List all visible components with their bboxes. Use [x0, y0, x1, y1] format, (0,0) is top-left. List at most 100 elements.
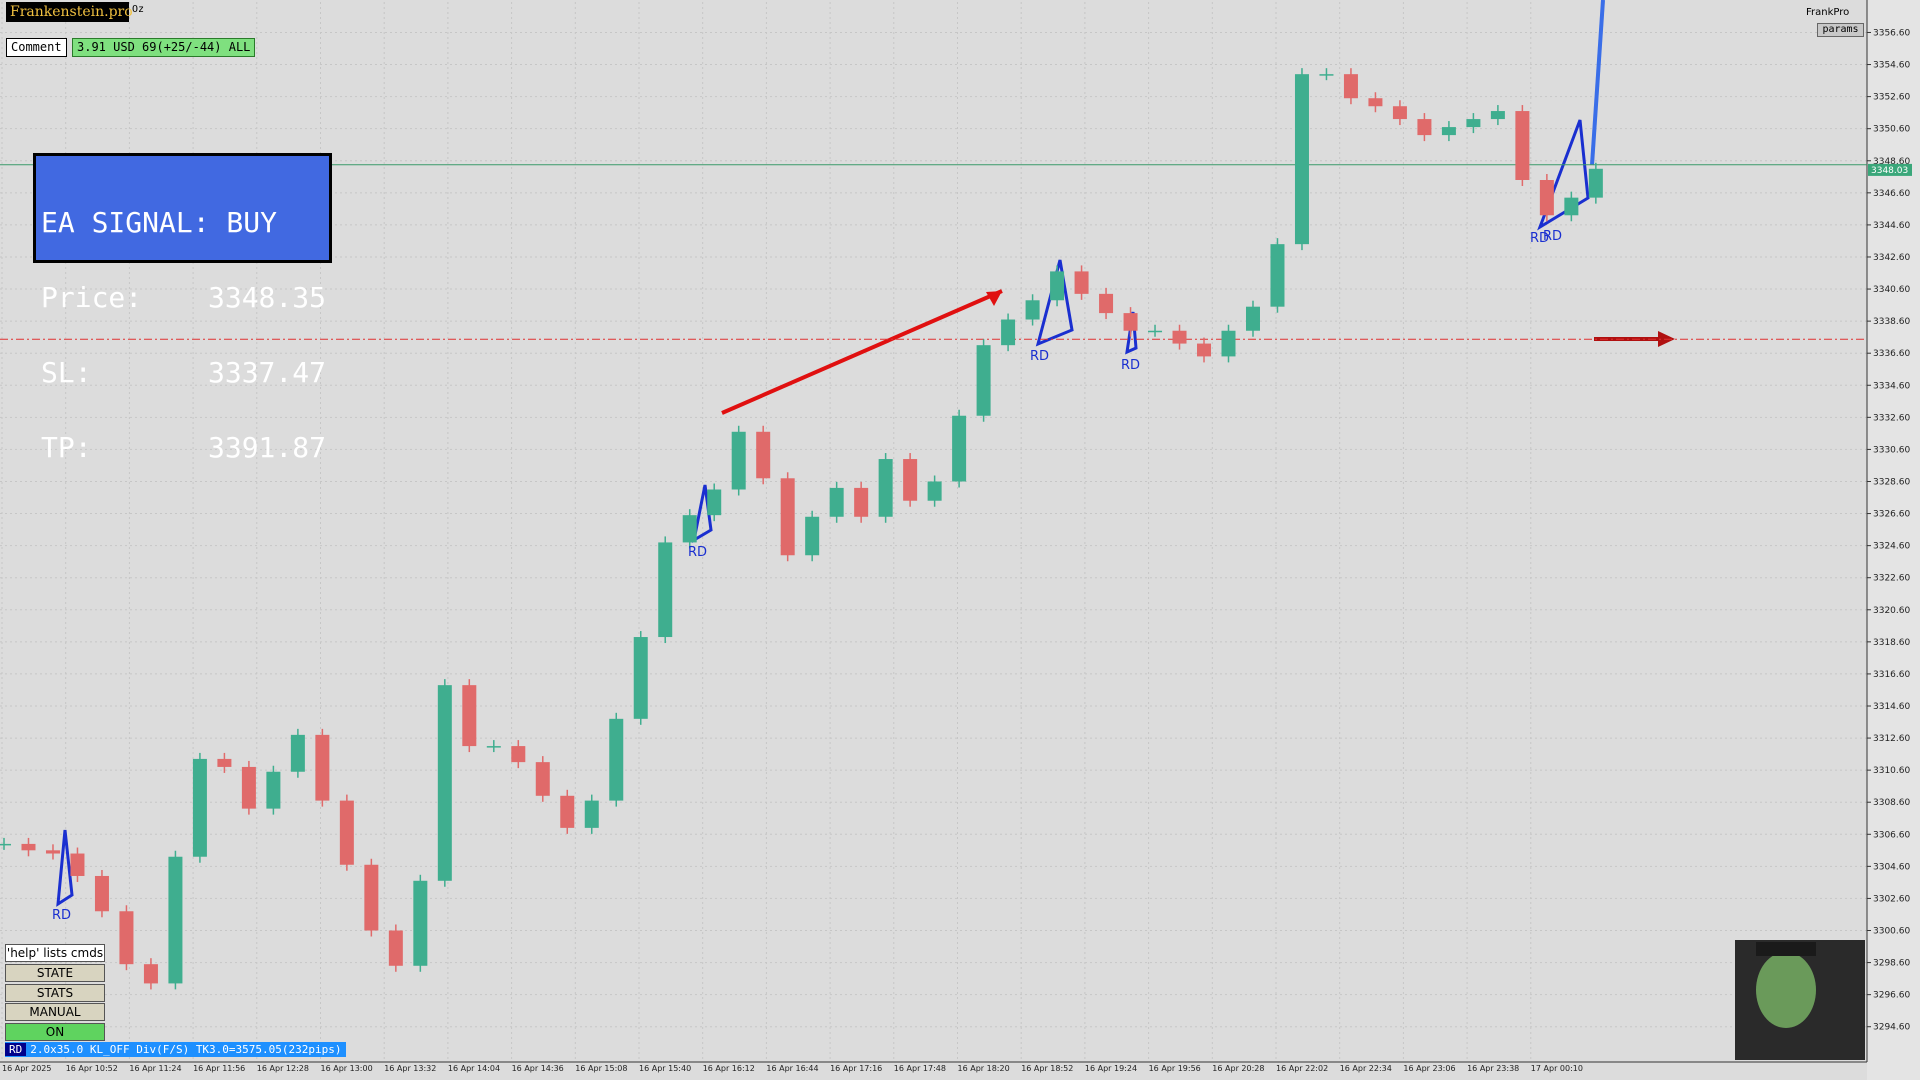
symbol: Oz [132, 4, 145, 15]
y-tick-label: 3318.60 [1873, 638, 1910, 648]
x-tick-label: 16 Apr 2025 [2, 1064, 51, 1073]
y-tick-label: 3294.60 [1873, 1023, 1910, 1033]
candle-body [1319, 74, 1334, 76]
candle-body [1148, 330, 1163, 333]
mascot [1735, 940, 1865, 1060]
candle-body [315, 734, 330, 801]
current-price-label: 3348.03 [1871, 166, 1908, 176]
y-tick-label: 3304.60 [1873, 862, 1910, 872]
y-tick-label: 3310.60 [1873, 766, 1910, 776]
y-tick-label: 3298.60 [1873, 959, 1910, 969]
candle-body [511, 746, 526, 763]
y-tick-label: 3346.60 [1873, 189, 1910, 199]
value: 3348.35 [207, 281, 326, 314]
candle-body [952, 415, 967, 482]
candle-body [829, 487, 844, 517]
candle-body [903, 459, 918, 501]
candle-body [682, 515, 697, 543]
x-tick-label: 16 Apr 16:44 [766, 1064, 818, 1073]
candle-body [241, 766, 256, 809]
x-tick-label: 16 Apr 15:08 [575, 1064, 627, 1073]
y-tick-label: 3316.60 [1873, 670, 1910, 680]
value: 3337.47 [207, 356, 326, 389]
x-tick-label: 17 Apr 00:10 [1531, 1064, 1583, 1073]
candle-body [0, 843, 11, 846]
y-tick-label: 3340.60 [1873, 285, 1910, 295]
signal-title: EA SIGNAL: BUY [41, 206, 278, 239]
candle-body [143, 964, 158, 984]
control-button[interactable]: ON [5, 1022, 105, 1041]
candle-body [1245, 306, 1260, 331]
pattern [56, 829, 74, 907]
account: FrankPro [1806, 7, 1850, 18]
candle-body [486, 746, 501, 748]
candle-body [290, 734, 305, 772]
candle-body [192, 758, 207, 857]
x-tick-label: 16 Apr 10:52 [66, 1064, 118, 1073]
candle-body [560, 795, 575, 828]
candle-body [1099, 293, 1114, 314]
candle-body [1466, 119, 1481, 128]
candle-body [658, 542, 673, 638]
candle-body [1197, 343, 1212, 357]
candle-body [437, 685, 452, 881]
comment-button[interactable]: Comment [6, 38, 67, 57]
candle-body [535, 762, 550, 796]
x-tick-label: 16 Apr 18:52 [1021, 1064, 1073, 1073]
y-tick-label: 3308.60 [1873, 798, 1910, 808]
candle-body [70, 853, 85, 876]
control-button[interactable]: MANUAL [5, 1003, 105, 1021]
y-tick-label: 3336.60 [1873, 349, 1910, 359]
params-button[interactable]: params [1817, 23, 1864, 37]
candle-body [1270, 244, 1285, 307]
candle-body [168, 856, 183, 984]
candle-body [462, 685, 477, 747]
candle-body [1001, 319, 1016, 346]
x-tick-label: 16 Apr 17:16 [830, 1064, 882, 1073]
y-tick-label: 3302.60 [1873, 894, 1910, 904]
label: TP: [41, 431, 92, 464]
x-tick-label: 16 Apr 22:34 [1340, 1064, 1392, 1073]
x-tick-label: 16 Apr 11:56 [193, 1064, 245, 1073]
candle-body [94, 875, 109, 912]
y-tick-label: 3324.60 [1873, 542, 1910, 552]
candle-body [805, 516, 820, 556]
control-button[interactable]: STATE [5, 964, 105, 982]
candle-body [217, 758, 232, 767]
candle-body [1343, 74, 1358, 99]
signal-row: SL: 3337.47 [41, 356, 329, 389]
y-tick-label: 3330.60 [1873, 445, 1910, 455]
y-tick-label: 3348.60 [1873, 157, 1910, 167]
trend-arrow [721, 289, 1003, 415]
y-tick-label: 3328.60 [1873, 477, 1910, 487]
candle-body [413, 880, 428, 966]
y-tick-label: 3352.60 [1873, 93, 1910, 103]
x-tick-label: 16 Apr 11:24 [129, 1064, 181, 1073]
candle-body [1441, 127, 1456, 136]
brand: Frankenstein.pro [6, 2, 133, 22]
candle-body [21, 843, 36, 851]
candle-body [707, 489, 722, 516]
arrow-head [986, 291, 1002, 306]
value: 3391.87 [207, 431, 326, 464]
y-tick-label: 3334.60 [1873, 381, 1910, 391]
candle-body [1368, 98, 1383, 107]
x-tick-label: 16 Apr 14:04 [448, 1064, 500, 1073]
y-tick-label: 3332.60 [1873, 413, 1910, 423]
candle-body [1172, 330, 1187, 344]
x-tick-label: 16 Apr 17:48 [894, 1064, 946, 1073]
candle-body [1392, 106, 1407, 120]
x-tick-label: 16 Apr 22:02 [1276, 1064, 1328, 1073]
price-projection [1590, 0, 1605, 166]
y-tick-label: 3314.60 [1873, 702, 1910, 712]
pattern-label: RD [1530, 231, 1549, 246]
x-tick-label: 16 Apr 12:28 [257, 1064, 309, 1073]
pattern [1537, 119, 1590, 231]
candle-body [388, 930, 403, 966]
x-tick-label: 16 Apr 20:28 [1212, 1064, 1264, 1073]
candle-body [1539, 180, 1554, 216]
control-button[interactable]: STATS [5, 983, 105, 1002]
status-bar: RD 2.0x35.0 KL_OFF Div(F/S) TK3.0=3575.05… [5, 1042, 346, 1057]
